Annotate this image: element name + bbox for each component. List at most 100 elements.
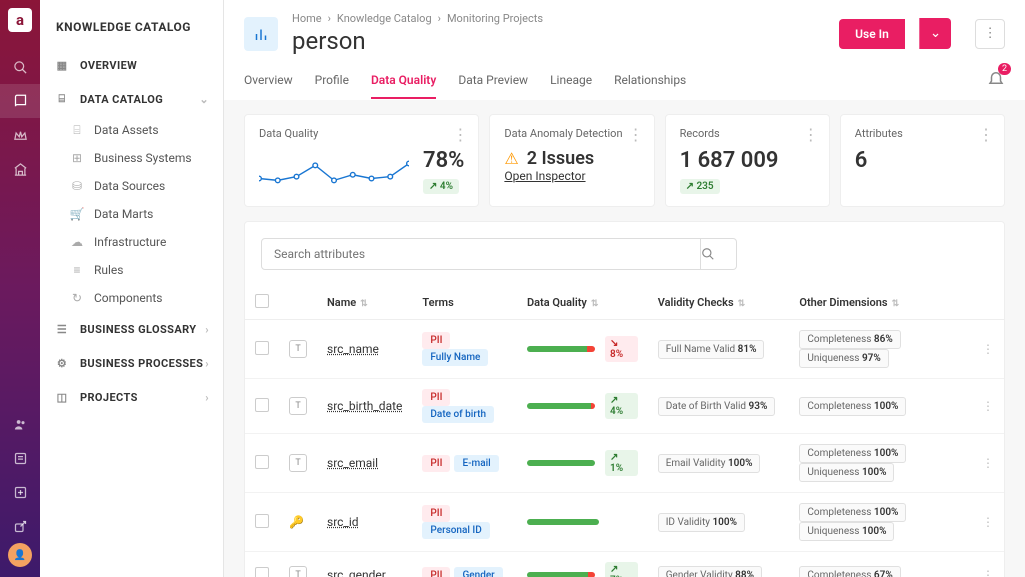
row-checkbox[interactable]: [255, 567, 269, 577]
term-pill: E-mail: [454, 455, 498, 472]
row-checkbox[interactable]: [255, 398, 269, 412]
row-checkbox[interactable]: [255, 455, 269, 469]
nav-processes[interactable]: ⚙BUSINESS PROCESSES›: [40, 346, 223, 380]
topbar: Home› Knowledge Catalog› Monitoring Proj…: [224, 0, 1025, 100]
left-rail: a 👤: [0, 0, 40, 577]
sidebar-item[interactable]: ⛁Data Sources: [40, 172, 223, 200]
tab-data-quality[interactable]: Data Quality: [371, 73, 436, 99]
sidebar-item[interactable]: ⊞Business Systems: [40, 144, 223, 172]
item-icon: ☁: [70, 235, 84, 249]
chevron-down-icon: ⌄: [199, 93, 209, 106]
chevron-right-icon: ›: [205, 357, 209, 370]
card-title: Data Anomaly Detection: [504, 127, 639, 140]
tab-profile[interactable]: Profile: [315, 73, 349, 99]
row-more-icon[interactable]: ⋮: [972, 320, 1004, 379]
pii-pill: PII: [422, 332, 450, 349]
sort-icon[interactable]: ⇅: [591, 299, 599, 309]
pii-pill: PII: [422, 389, 450, 406]
crumb-home[interactable]: Home: [292, 12, 322, 25]
sidebar-item[interactable]: ⌸Data Assets: [40, 116, 223, 144]
grid-icon: ▦: [54, 57, 70, 73]
list-icon[interactable]: [0, 441, 40, 475]
validity-tag: Gender Validity 88%: [658, 566, 762, 577]
quality-bar: [527, 572, 595, 577]
dimension-tag: Completeness 86%: [799, 330, 900, 349]
notification-icon[interactable]: 2: [987, 69, 1005, 87]
nav-glossary[interactable]: ☰BUSINESS GLOSSARY›: [40, 312, 223, 346]
row-checkbox[interactable]: [255, 514, 269, 528]
tab-data-preview[interactable]: Data Preview: [458, 73, 528, 99]
tab-relationships[interactable]: Relationships: [614, 73, 686, 99]
row-more-icon[interactable]: ⋮: [972, 552, 1004, 577]
open-inspector-link[interactable]: Open Inspector: [504, 169, 639, 183]
table-row: T src_name PIIFully Name ↘ 8% Full Name …: [245, 320, 1004, 379]
catalog-icon[interactable]: [0, 84, 40, 118]
select-all-checkbox[interactable]: [255, 294, 269, 308]
tab-lineage[interactable]: Lineage: [550, 73, 592, 99]
users-icon[interactable]: [0, 407, 40, 441]
row-more-icon[interactable]: ⋮: [972, 434, 1004, 493]
card-more-icon[interactable]: ⋮: [978, 125, 994, 144]
nav-overview[interactable]: ▦OVERVIEW: [40, 48, 223, 82]
card-records: Records ⋮ 1 687 009 ↗ 235: [665, 114, 830, 207]
use-in-button[interactable]: Use In: [839, 19, 905, 49]
notification-badge: 2: [998, 63, 1011, 75]
attribute-link[interactable]: src_id: [327, 515, 359, 529]
sidebar-item[interactable]: 🛒Data Marts: [40, 200, 223, 228]
table-row: T src_gender PIIGender ↗ 7% Gender Valid…: [245, 552, 1004, 577]
card-anomaly: Data Anomaly Detection ⋮ ⚠ 2 Issues Open…: [489, 114, 654, 207]
chart-icon: [244, 17, 278, 51]
sidebar-item[interactable]: ≡Rules: [40, 256, 223, 284]
term-pill: Date of birth: [422, 406, 494, 423]
dq-delta: ↘ 8%: [605, 336, 638, 362]
validity-tag: Date of Birth Valid 93%: [658, 397, 776, 416]
term-pill: Gender: [454, 567, 502, 577]
sidebar-title: KNOWLEDGE CATALOG: [40, 14, 223, 48]
search-input[interactable]: [261, 238, 701, 270]
dimension-tag: Completeness 100%: [799, 503, 906, 522]
crown-icon[interactable]: [0, 118, 40, 152]
card-more-icon[interactable]: ⋮: [803, 125, 819, 144]
user-avatar[interactable]: 👤: [8, 543, 32, 567]
bank-icon[interactable]: [0, 152, 40, 186]
nav-data-catalog[interactable]: ⌸DATA CATALOG⌄: [40, 82, 223, 116]
row-more-icon[interactable]: ⋮: [972, 493, 1004, 552]
db-icon: ⌸: [54, 91, 70, 107]
tab-overview[interactable]: Overview: [244, 73, 293, 99]
use-in-dropdown[interactable]: ⌄: [919, 18, 951, 49]
more-button[interactable]: ⋮: [975, 19, 1005, 49]
sidebar-item[interactable]: ↻Components: [40, 284, 223, 312]
term-pill: Fully Name: [422, 349, 488, 366]
quality-bar: [527, 403, 595, 409]
app-logo[interactable]: a: [8, 8, 32, 32]
flow-icon: ⚙: [54, 355, 70, 371]
sort-icon[interactable]: ⇅: [360, 299, 368, 309]
issues-count: 2 Issues: [527, 148, 594, 169]
dimension-tag: Completeness 100%: [799, 444, 906, 463]
table-row: T src_birth_date PIIDate of birth ↗ 4% D…: [245, 379, 1004, 434]
row-checkbox[interactable]: [255, 341, 269, 355]
export-icon[interactable]: [0, 509, 40, 543]
dimension-tag: Uniqueness 100%: [799, 463, 894, 482]
sidebar-item[interactable]: ☁Infrastructure: [40, 228, 223, 256]
attribute-link[interactable]: src_name: [327, 342, 379, 356]
attribute-link[interactable]: src_email: [327, 456, 378, 470]
crumb-monitoring[interactable]: Monitoring Projects: [447, 12, 543, 25]
row-more-icon[interactable]: ⋮: [972, 379, 1004, 434]
project-icon: ◫: [54, 389, 70, 405]
dimension-tag: Uniqueness 100%: [799, 522, 894, 541]
sort-icon[interactable]: ⇅: [738, 299, 746, 309]
attribute-link[interactable]: src_gender: [327, 568, 386, 577]
book-icon: ☰: [54, 321, 70, 337]
sort-icon[interactable]: ⇅: [892, 299, 900, 309]
card-more-icon[interactable]: ⋮: [628, 125, 644, 144]
nav-projects[interactable]: ◫PROJECTS›: [40, 380, 223, 414]
add-icon[interactable]: [0, 475, 40, 509]
attribute-link[interactable]: src_birth_date: [327, 399, 402, 413]
crumb-catalog[interactable]: Knowledge Catalog: [337, 12, 432, 25]
search-button[interactable]: [701, 238, 737, 270]
type-icon: T: [289, 566, 307, 577]
search-icon[interactable]: [0, 50, 40, 84]
card-more-icon[interactable]: ⋮: [452, 125, 468, 144]
dq-delta: ↗ 1%: [605, 450, 638, 476]
